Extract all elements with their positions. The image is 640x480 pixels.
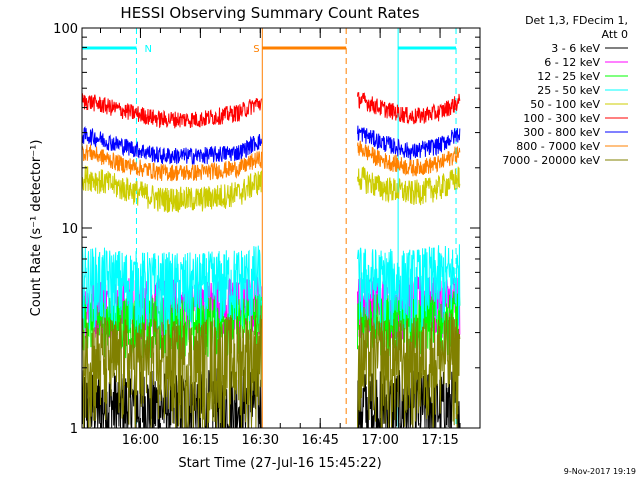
series-line: [357, 166, 461, 206]
series-line: [357, 244, 461, 332]
y-tick-label: 100: [53, 22, 78, 37]
legend-label: 6 - 12 keV: [544, 56, 600, 69]
legend-label: 300 - 800 keV: [523, 126, 600, 139]
x-tick-label: 17:15: [421, 433, 458, 448]
chart-title: HESSI Observing Summary Count Rates: [120, 4, 419, 22]
legend-label: 25 - 50 keV: [537, 84, 600, 97]
legend-header-line-1: Det 1,3, FDecim 1,: [525, 14, 628, 27]
series-line: [81, 126, 262, 165]
annotation-label: N: [144, 44, 151, 55]
y-tick-label: 10: [61, 222, 78, 237]
x-tick-label: 16:15: [182, 433, 219, 448]
series-line: [357, 125, 461, 162]
x-tick-label: 16:00: [122, 433, 159, 448]
x-tick-label: 16:45: [301, 433, 338, 448]
legend-label: 3 - 6 keV: [551, 42, 600, 55]
x-tick-label: 16:30: [242, 433, 279, 448]
y-tick-label: 1: [70, 422, 78, 437]
data-layer: [81, 92, 461, 430]
series-line: [81, 165, 262, 213]
legend-label: 100 - 300 keV: [523, 112, 600, 125]
axis-layer: 16:00 16:15 16:30 16:45 17:00 17:15 1 10 100: [53, 22, 480, 448]
series-line: [81, 92, 262, 129]
legend-label: 7000 - 20000 keV: [502, 154, 600, 167]
annotation-label: S: [253, 44, 259, 55]
series-line: [81, 144, 262, 182]
x-axis-label: Start Time (27-Jul-16 15:45:22): [178, 456, 381, 471]
legend-label: 800 - 7000 keV: [516, 140, 600, 153]
series-line: [357, 140, 461, 177]
x-tick-label: 17:00: [361, 433, 398, 448]
series-line: [81, 315, 262, 429]
series-line: [357, 313, 461, 429]
series-line: [81, 245, 262, 336]
series-line: [357, 92, 461, 125]
y-axis-label: Count Rate (s⁻¹ detector⁻¹): [29, 140, 44, 317]
legend-label: 12 - 25 keV: [537, 70, 600, 83]
legend-header-line-2: Att 0: [602, 28, 628, 41]
legend-label: 50 - 100 keV: [530, 98, 600, 111]
timestamp: 9-Nov-2017 19:19: [564, 467, 636, 476]
